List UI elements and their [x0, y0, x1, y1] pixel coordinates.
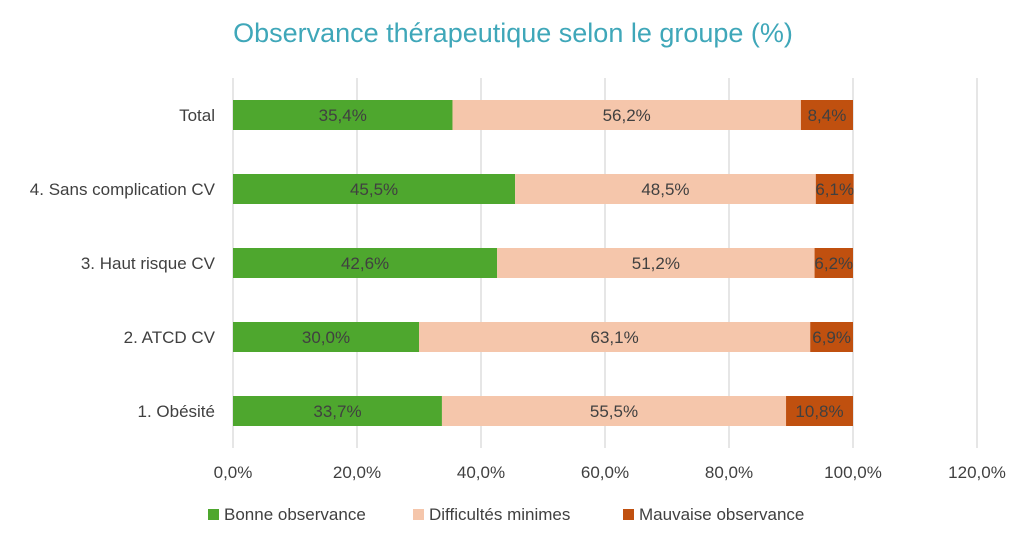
bar-segment [800, 100, 853, 130]
category-label: 3. Haut risque CV [81, 254, 216, 273]
data-label: 33,7% [313, 402, 361, 421]
bar-segment [233, 396, 442, 426]
x-tick-label: 40,0% [457, 463, 505, 482]
legend-label: Difficultés minimes [429, 505, 570, 524]
chart-title: Observance thérapeutique selon le groupe… [233, 18, 793, 48]
bar-segment [233, 322, 419, 352]
bar-segment [419, 322, 811, 352]
bar-segment [233, 248, 498, 278]
bar-segment [497, 248, 815, 278]
bars [233, 100, 854, 426]
data-label: 10,8% [795, 402, 843, 421]
legend-swatch [623, 509, 634, 520]
data-label: 6,1% [815, 180, 854, 199]
data-labels: 35,4% 56,2% 8,4% 45,5% 48,5% 6,1% 42,6% 51,2% 6,… [302, 106, 854, 421]
legend-label: Bonne observance [224, 505, 366, 524]
bar-segment [452, 100, 801, 130]
x-tick-label: 120,0% [948, 463, 1006, 482]
data-label: 48,5% [641, 180, 689, 199]
category-axis: Total 4. Sans complication CV 3. Haut risq… [30, 106, 216, 421]
bar-segment [515, 174, 816, 204]
x-tick-label: 0,0% [214, 463, 253, 482]
bar-segment [233, 174, 516, 204]
legend-label: Mauvaise observance [639, 505, 804, 524]
data-label: 6,9% [812, 328, 851, 347]
value-axis: 0,0% 20,0% 40,0% 60,0% 80,0% 100,0% 120,0% [214, 463, 1006, 482]
x-tick-label: 100,0% [824, 463, 882, 482]
x-tick-label: 20,0% [333, 463, 381, 482]
category-label: 1. Obésité [138, 402, 216, 421]
x-tick-label: 80,0% [705, 463, 753, 482]
category-label: 4. Sans complication CV [30, 180, 216, 199]
data-label: 42,6% [341, 254, 389, 273]
data-label: 6,2% [814, 254, 853, 273]
bar-segment [441, 396, 787, 426]
bar-segment [814, 248, 853, 278]
category-label: Total [179, 106, 215, 125]
bar-segment [815, 174, 854, 204]
legend-swatch [413, 509, 424, 520]
data-label: 51,2% [632, 254, 680, 273]
legend: Bonne observance Difficultés minimes Mauva… [208, 505, 804, 524]
data-label: 45,5% [350, 180, 398, 199]
data-label: 56,2% [603, 106, 651, 125]
category-label: 2. ATCD CV [124, 328, 216, 347]
x-tick-label: 60,0% [581, 463, 629, 482]
data-label: 55,5% [590, 402, 638, 421]
legend-swatch [208, 509, 219, 520]
bar-segment [786, 396, 853, 426]
data-label: 8,4% [808, 106, 847, 125]
data-label: 30,0% [302, 328, 350, 347]
data-label: 35,4% [319, 106, 367, 125]
bar-segment [810, 322, 853, 352]
bar-segment [233, 100, 453, 130]
data-label: 63,1% [591, 328, 639, 347]
